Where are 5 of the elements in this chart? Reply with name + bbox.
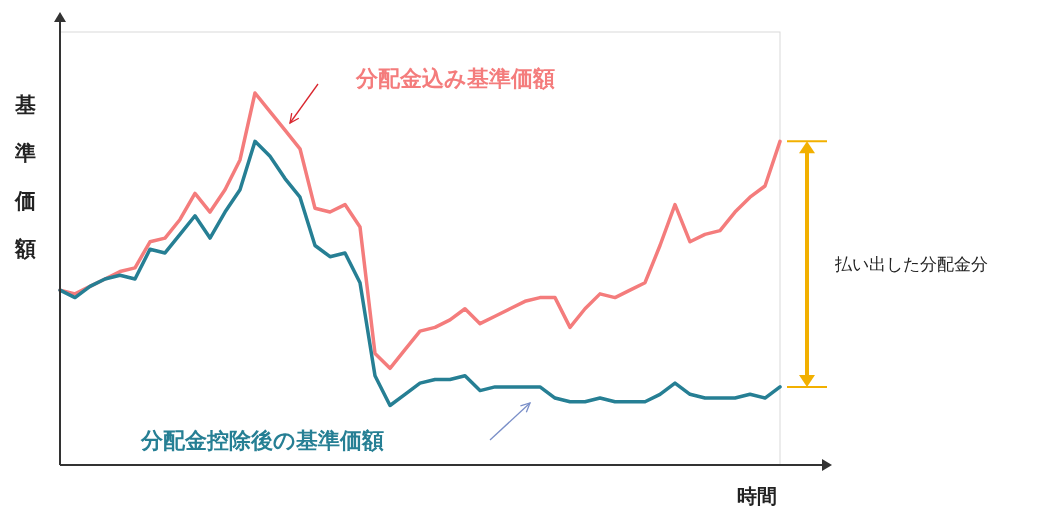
text: 分配金込み基準価額 [354, 66, 555, 91]
text: 払い出した分配金分 [834, 254, 988, 275]
y-axis-title: 基準価額 [13, 93, 36, 261]
series-label: 分配金控除後の基準価額 [139, 428, 384, 453]
x-axis-title: 時間 [737, 484, 777, 508]
